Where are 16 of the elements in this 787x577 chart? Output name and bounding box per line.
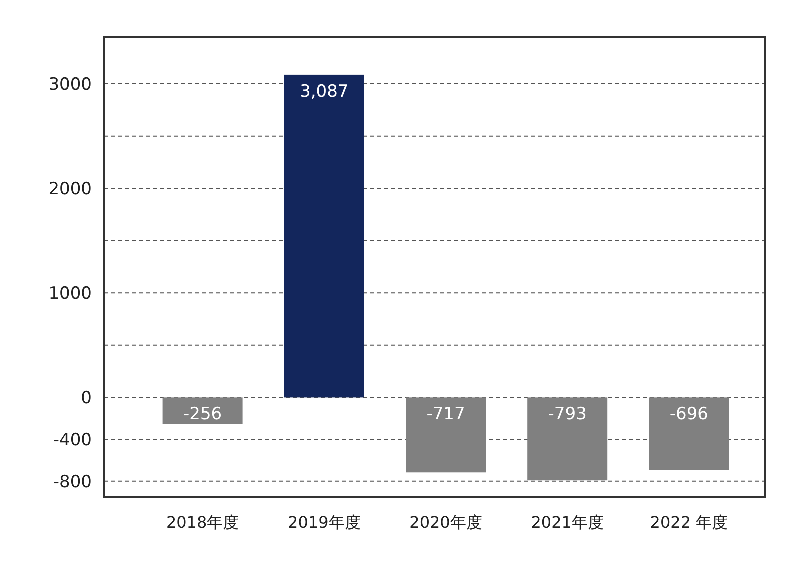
data-label: -696 bbox=[670, 404, 708, 425]
x-tick-label: 2022 年度 bbox=[650, 513, 728, 532]
x-tick-label: 2020年度 bbox=[410, 513, 482, 532]
y-tick-label: 0 bbox=[81, 388, 92, 409]
x-tick-label: 2019年度 bbox=[288, 513, 361, 532]
y-tick-label: 3000 bbox=[48, 75, 92, 96]
data-label: -793 bbox=[548, 404, 587, 425]
x-tick-label: 2018年度 bbox=[166, 513, 240, 532]
data-label: 3,087 bbox=[300, 82, 349, 102]
y-tick-label: -800 bbox=[53, 472, 92, 492]
y-tick-label: 2000 bbox=[48, 180, 92, 200]
y-tick-label: -400 bbox=[53, 430, 92, 450]
data-label: -717 bbox=[426, 404, 466, 425]
data-label: -256 bbox=[184, 404, 222, 425]
y-tick-label: 1000 bbox=[48, 284, 92, 304]
x-tick-label: 2021年度 bbox=[531, 513, 604, 532]
